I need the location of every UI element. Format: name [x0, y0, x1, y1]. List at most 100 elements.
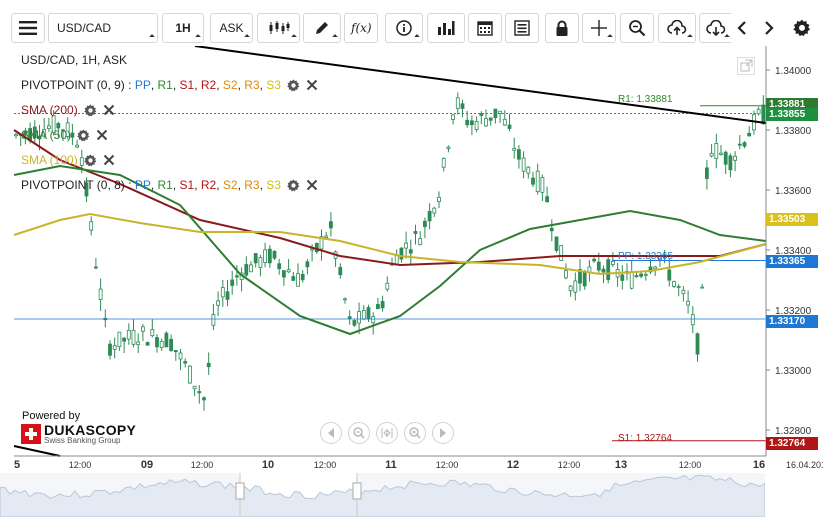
sma200-remove-button[interactable]	[103, 104, 115, 116]
draw-button[interactable]	[303, 13, 341, 43]
time-label: 12	[507, 459, 519, 471]
candle-body	[493, 108, 498, 119]
function-button[interactable]: f(x)	[344, 13, 378, 43]
candle-body	[380, 301, 385, 309]
news-button[interactable]	[505, 13, 539, 43]
candle-body	[108, 343, 112, 356]
candle-body	[206, 362, 211, 368]
navigator-strip[interactable]	[0, 471, 766, 517]
side-value: ASK	[219, 21, 244, 35]
pivot-2-settings-button[interactable]	[287, 178, 300, 192]
candle-body	[375, 304, 380, 310]
candle-body	[117, 331, 122, 348]
legend-pivot-2: PIVOTPOINT (0, 8) : PP, R1, S1, R2, S2, …	[21, 178, 318, 192]
candle-body	[253, 253, 258, 264]
news-icon	[514, 20, 530, 36]
navigator-left-handle	[235, 482, 245, 500]
candle-body	[277, 263, 282, 269]
candle-body	[578, 269, 582, 284]
candle-body	[155, 337, 159, 348]
candle-body	[705, 167, 709, 179]
candle-body	[178, 352, 183, 360]
time-label: 09	[141, 459, 153, 471]
legend-r3: R3	[244, 78, 260, 92]
candle-body	[122, 337, 126, 342]
candle-body	[324, 235, 329, 238]
upload-button[interactable]	[658, 13, 696, 43]
sma50-settings-button[interactable]	[77, 128, 90, 142]
candle-body	[79, 157, 84, 166]
candle-body	[263, 249, 268, 263]
candle-body	[202, 397, 206, 401]
expand-button[interactable]	[737, 57, 755, 75]
candle-body	[559, 245, 564, 261]
candle-body	[451, 114, 456, 120]
legend-pivot-1: PIVOTPOINT (0, 9) : PP, R1, S1, R2, S2, …	[21, 78, 318, 92]
candle-body	[408, 249, 413, 254]
candlestick-icon	[269, 21, 289, 34]
side-select[interactable]: ASK	[210, 13, 253, 43]
candle-body	[653, 266, 658, 270]
swiss-cross-icon	[21, 424, 41, 444]
candle-body	[352, 320, 357, 326]
legend-r2: R2	[200, 178, 217, 192]
chart-area[interactable]: 1.34000 1.33800 1.33600 1.33400 1.33200 1.330…	[0, 46, 823, 471]
menu-button[interactable]	[11, 13, 45, 43]
period-select[interactable]: 1H	[162, 13, 204, 43]
candle-body	[399, 247, 404, 260]
nav-back-button[interactable]	[320, 422, 342, 444]
lock-icon	[556, 20, 568, 36]
sma100-remove-button[interactable]	[103, 154, 115, 166]
reset-icon	[381, 428, 393, 438]
time-label: 12:00	[69, 460, 92, 470]
pivot-1-settings-button[interactable]	[287, 78, 300, 92]
price-tag-current: 1.33170	[766, 315, 818, 328]
legend-pp: PP	[134, 78, 151, 92]
candle-body	[296, 273, 300, 287]
candle-body	[70, 132, 75, 138]
lock-button[interactable]	[545, 13, 579, 43]
crosshair-button[interactable]	[582, 13, 616, 43]
zoom-out-button[interactable]	[348, 422, 370, 444]
zoom-icon	[629, 20, 646, 37]
candle-body	[728, 155, 733, 171]
sma100-settings-button[interactable]	[83, 153, 97, 167]
candle-body	[723, 151, 728, 165]
download-button[interactable]	[699, 13, 733, 43]
zoom-in-button[interactable]	[404, 422, 426, 444]
chart-type-button[interactable]	[257, 13, 300, 43]
sma50-remove-button[interactable]	[96, 129, 108, 141]
menu-icon	[19, 21, 37, 35]
symbol-select[interactable]: USD/CAD	[48, 13, 158, 43]
legend-sep: :	[124, 178, 135, 192]
candle-body	[695, 333, 700, 355]
candle-body	[56, 123, 61, 129]
candle-body	[347, 316, 352, 319]
candle-body	[310, 248, 315, 251]
candle-body	[319, 236, 324, 250]
indicator-button[interactable]	[427, 13, 465, 43]
candle-body	[361, 310, 366, 320]
candle-body	[211, 314, 216, 326]
time-label: 10	[262, 459, 274, 471]
pivot-1-remove-button[interactable]	[306, 79, 318, 91]
pivot-2-remove-button[interactable]	[306, 179, 318, 191]
legend-s3: S3	[266, 178, 281, 192]
legend-s3: S3	[266, 78, 281, 92]
calendar-button[interactable]	[468, 13, 502, 43]
nav-forward-button[interactable]	[432, 422, 454, 444]
zoom-in-icon	[409, 427, 421, 439]
scroll-right-button[interactable]	[757, 13, 781, 43]
candle-body	[244, 264, 249, 276]
navigator-chart[interactable]	[0, 471, 766, 517]
settings-button[interactable]	[788, 13, 816, 43]
scroll-left-button[interactable]	[730, 13, 754, 43]
candle-body	[51, 115, 56, 133]
info-button[interactable]	[385, 13, 423, 43]
zoom-button[interactable]	[620, 13, 654, 43]
reset-button[interactable]	[376, 422, 398, 444]
candle-body	[422, 220, 427, 228]
price-chart[interactable]: 1.34000 1.33800 1.33600 1.33400 1.33200 1.330…	[0, 46, 823, 471]
legend-s1: S1	[179, 178, 195, 192]
sma200-settings-button[interactable]	[83, 103, 97, 117]
